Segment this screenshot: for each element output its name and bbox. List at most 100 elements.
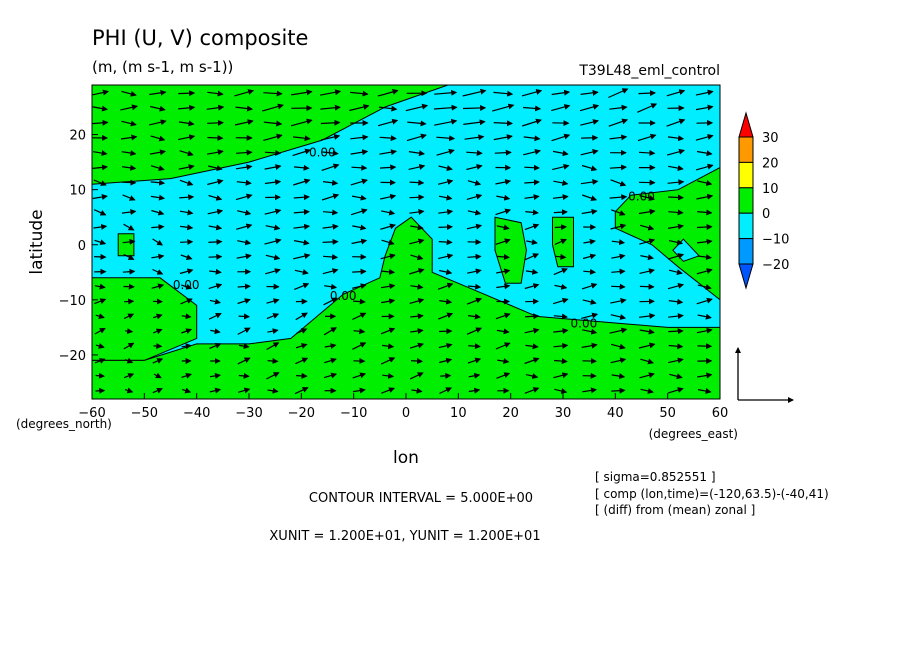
wind-vector-339 <box>351 164 368 171</box>
chart-title: PHI (U, V) composite <box>92 26 308 50</box>
wind-vector-281 <box>581 208 598 215</box>
y-axis-ticks: −20 −10 0 10 20 <box>59 129 98 364</box>
colorbar-segment <box>738 238 754 265</box>
wind-vector-21 <box>697 388 712 394</box>
wind-vector-426 <box>320 104 341 111</box>
wind-vector-261 <box>640 224 655 231</box>
wind-vector-255 <box>466 223 483 230</box>
x-unit-note: (degrees_east) <box>649 427 738 441</box>
wind-vector-46 <box>152 358 164 364</box>
wind-vector-332 <box>150 165 165 172</box>
wind-vector-72 <box>266 342 280 351</box>
wind-vector-214 <box>555 253 567 260</box>
wind-vector-140 <box>323 297 338 306</box>
wind-vector-110 <box>95 313 105 320</box>
positive-region-blob-17 <box>494 216 527 284</box>
x-axis-label: lon <box>393 448 419 468</box>
wind-vector-66 <box>95 343 105 349</box>
x-tick-label: −40 <box>183 406 210 421</box>
wind-vector-119 <box>352 312 367 321</box>
wind-vector-111 <box>123 313 135 320</box>
wind-vector-222 <box>152 238 164 246</box>
wind-vector-60 <box>553 358 568 365</box>
wind-vector-102 <box>496 328 510 335</box>
wind-vector-236 <box>554 238 567 246</box>
wind-vector-93 <box>237 327 251 335</box>
wind-vector-4 <box>209 387 222 394</box>
wind-vector-431 <box>462 104 487 111</box>
wind-vector-300 <box>496 194 511 201</box>
wind-vector-95 <box>295 328 308 335</box>
wind-vector-137 <box>237 298 251 305</box>
wind-vector-325 <box>580 179 599 185</box>
wind-vector-385 <box>406 133 427 142</box>
wind-vector-178 <box>152 268 164 275</box>
wind-vector-358 <box>264 149 282 156</box>
wind-vector-396 <box>92 119 109 126</box>
colorbar-segment <box>738 136 754 163</box>
wind-vector-418 <box>92 105 108 112</box>
wind-vector-377 <box>178 134 196 141</box>
wind-vector-33 <box>409 372 424 380</box>
wind-vector-94 <box>267 328 279 335</box>
wind-vector-63 <box>640 358 654 365</box>
wind-vector-283 <box>638 208 656 215</box>
info-line-comp: [ comp (lon,time)=(-120,63.5)-(-40,41) <box>595 487 829 501</box>
colorbar-label: 0 <box>762 207 770 222</box>
wind-vector-258 <box>554 224 567 231</box>
wind-vector-58 <box>497 358 510 365</box>
wind-vector-172 <box>611 283 626 290</box>
wind-vector-59 <box>524 357 540 365</box>
wind-vector-116 <box>266 313 280 320</box>
wind-vector-153 <box>696 297 713 305</box>
wind-vector-197 <box>696 268 713 275</box>
wind-vector-239 <box>639 238 656 245</box>
wind-vector-324 <box>553 179 569 186</box>
wind-vector-219 <box>697 254 712 261</box>
wind-vector-452 <box>434 89 458 96</box>
wind-vector-398 <box>149 119 167 126</box>
wind-vector-416 <box>666 118 686 127</box>
wind-vector-365 <box>466 149 483 156</box>
wind-vector-440 <box>92 89 109 96</box>
wind-vector-242 <box>93 223 108 230</box>
wind-vector-447 <box>291 89 313 96</box>
wind-vector-22 <box>95 372 105 379</box>
y-tick-label: 10 <box>69 184 86 199</box>
wind-vector-306 <box>668 194 684 201</box>
wind-vector-189 <box>467 268 482 275</box>
wind-vector-210 <box>438 253 454 260</box>
wind-vector-205 <box>293 253 311 260</box>
wind-vector-142 <box>381 298 396 305</box>
x-tick-label: −20 <box>288 406 315 421</box>
wind-vector-407 <box>407 120 427 127</box>
contour-label-3: 0.00 <box>330 289 357 303</box>
wind-vector-397 <box>121 120 137 127</box>
wind-vector-291 <box>235 193 253 201</box>
wind-vector-244 <box>151 224 165 230</box>
wind-vector-456 <box>551 89 571 96</box>
wind-vector-100 <box>439 328 453 335</box>
wind-vector-135 <box>180 298 193 305</box>
wind-vector-192 <box>553 268 568 276</box>
wind-vector-52 <box>324 357 337 364</box>
wind-vector-75 <box>352 342 367 350</box>
wind-vector-304 <box>609 194 628 201</box>
wind-vector-15 <box>524 387 540 394</box>
wind-vector-199 <box>123 253 135 260</box>
wind-vector-282 <box>610 209 626 216</box>
wind-vector-56 <box>439 357 453 364</box>
wind-vector-430 <box>433 104 458 111</box>
x-tick-label: −60 <box>78 406 105 421</box>
wind-vector-286 <box>92 194 108 200</box>
wind-vector-298 <box>438 194 453 201</box>
wind-vector-74 <box>324 343 337 349</box>
wind-vector-284 <box>668 209 684 216</box>
wind-vector-49 <box>237 357 251 365</box>
wind-vector-334 <box>208 165 223 171</box>
wind-vector-122 <box>438 312 454 320</box>
wind-vector-71 <box>238 343 250 350</box>
contour-label-2: 0.00 <box>173 278 200 292</box>
wind-vector-167 <box>467 283 482 290</box>
wind-vector-224 <box>208 238 223 245</box>
